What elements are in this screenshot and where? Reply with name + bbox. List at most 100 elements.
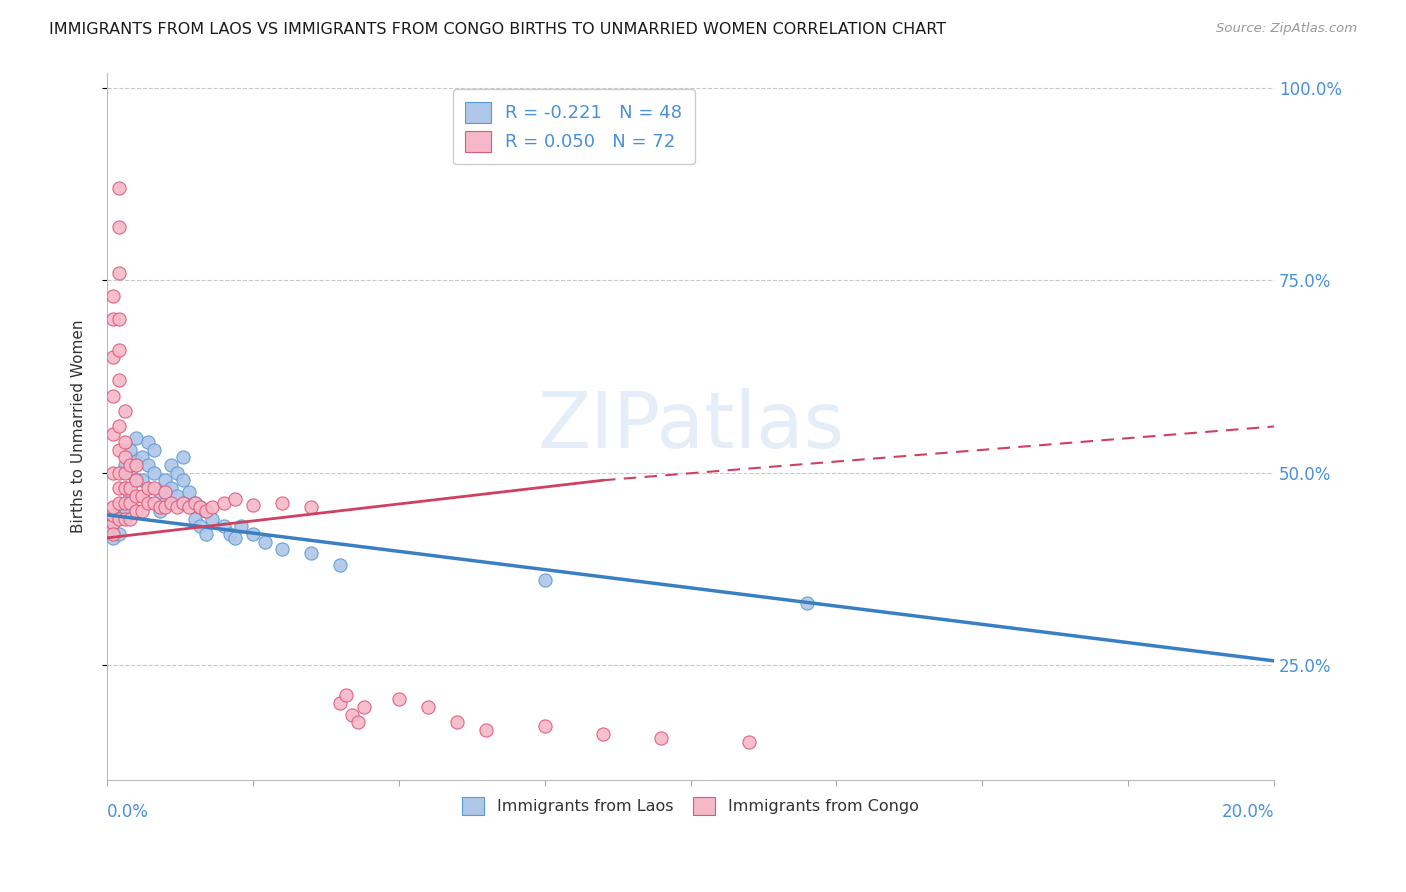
Point	[142, 496, 165, 510]
Point	[149, 484, 172, 499]
Point	[120, 458, 142, 472]
Point	[107, 373, 129, 387]
Point	[114, 450, 136, 465]
Point	[475, 723, 498, 737]
Point	[107, 481, 129, 495]
Point	[212, 496, 235, 510]
Point	[231, 519, 253, 533]
Point	[149, 500, 172, 515]
Point	[177, 484, 200, 499]
Point	[131, 473, 153, 487]
Point	[125, 431, 148, 445]
Point	[177, 500, 200, 515]
Point	[224, 492, 246, 507]
Point	[101, 531, 124, 545]
Point	[131, 489, 153, 503]
Point	[120, 489, 142, 503]
Point	[329, 558, 352, 572]
Point	[107, 466, 129, 480]
Point	[155, 500, 177, 515]
Point	[224, 531, 246, 545]
Point	[340, 707, 363, 722]
Point	[190, 519, 212, 533]
Point	[107, 527, 129, 541]
Point	[107, 419, 129, 434]
Point	[416, 700, 439, 714]
Point	[136, 496, 159, 510]
Point	[114, 511, 136, 525]
Point	[101, 516, 124, 530]
Point	[299, 500, 322, 515]
Text: IMMIGRANTS FROM LAOS VS IMMIGRANTS FROM CONGO BIRTHS TO UNMARRIED WOMEN CORRELAT: IMMIGRANTS FROM LAOS VS IMMIGRANTS FROM …	[49, 22, 946, 37]
Point	[142, 481, 165, 495]
Point	[131, 450, 153, 465]
Point	[388, 692, 411, 706]
Point	[160, 496, 183, 510]
Point	[166, 500, 188, 515]
Point	[125, 473, 148, 487]
Point	[183, 511, 205, 525]
Point	[125, 458, 148, 472]
Point	[125, 454, 148, 468]
Point	[114, 434, 136, 449]
Point	[125, 504, 148, 518]
Point	[114, 481, 136, 495]
Point	[242, 498, 264, 512]
Text: 20.0%: 20.0%	[1222, 803, 1274, 821]
Point	[446, 715, 468, 730]
Point	[650, 731, 672, 745]
Point	[125, 489, 148, 503]
Point	[120, 466, 142, 480]
Point	[160, 481, 183, 495]
Point	[107, 511, 129, 525]
Point	[190, 500, 212, 515]
Point	[107, 442, 129, 457]
Point	[166, 466, 188, 480]
Point	[107, 219, 129, 234]
Point	[172, 496, 194, 510]
Point	[107, 266, 129, 280]
Point	[107, 496, 129, 510]
Point	[335, 689, 357, 703]
Point	[347, 715, 370, 730]
Point	[101, 508, 124, 522]
Point	[253, 534, 276, 549]
Point	[195, 504, 218, 518]
Point	[195, 527, 218, 541]
Point	[533, 719, 555, 733]
Point	[172, 450, 194, 465]
Text: Source: ZipAtlas.com: Source: ZipAtlas.com	[1216, 22, 1357, 36]
Point	[149, 504, 172, 518]
Point	[114, 481, 136, 495]
Point	[101, 389, 124, 403]
Point	[136, 434, 159, 449]
Point	[201, 500, 224, 515]
Point	[114, 500, 136, 515]
Point	[738, 734, 761, 748]
Point	[101, 427, 124, 442]
Point	[155, 473, 177, 487]
Point	[120, 481, 142, 495]
Point	[114, 404, 136, 418]
Point	[592, 727, 614, 741]
Point	[160, 458, 183, 472]
Point	[107, 343, 129, 357]
Point	[120, 496, 142, 510]
Point	[107, 311, 129, 326]
Point	[533, 573, 555, 587]
Point	[101, 527, 124, 541]
Point	[101, 351, 124, 365]
Point	[212, 519, 235, 533]
Point	[114, 458, 136, 472]
Point	[142, 442, 165, 457]
Point	[299, 546, 322, 560]
Text: ZIPatlas: ZIPatlas	[537, 389, 844, 465]
Point	[120, 442, 142, 457]
Point	[114, 496, 136, 510]
Point	[271, 496, 294, 510]
Point	[190, 500, 212, 515]
Text: 0.0%: 0.0%	[107, 803, 149, 821]
Point	[131, 504, 153, 518]
Point	[107, 504, 129, 518]
Point	[172, 473, 194, 487]
